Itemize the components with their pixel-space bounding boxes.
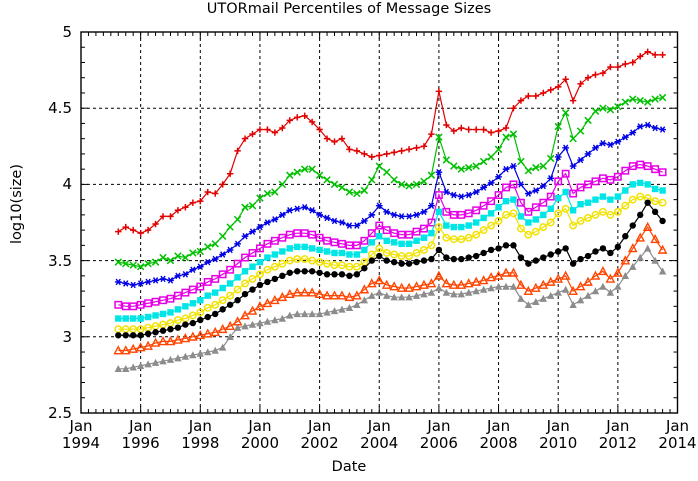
series-black-filled-circle: [115, 199, 666, 339]
series-cyan-filled-square: [115, 179, 666, 322]
x-tick-month: Jan: [427, 417, 451, 435]
axis-ticks: [80, 31, 678, 414]
x-tick-label: Jan 1996: [109, 418, 173, 452]
x-tick-month: Jan: [546, 417, 570, 435]
x-tick-month: Jan: [606, 417, 630, 435]
x-tick-label: Jan 2006: [407, 418, 471, 452]
x-tick-year: 2014: [658, 434, 697, 452]
x-tick-month: Jan: [486, 417, 511, 435]
x-tick-month: Jan: [69, 417, 93, 435]
series-red-plus: [115, 48, 666, 237]
series-gray-filled-triangle: [114, 244, 667, 373]
x-tick-month: Jan: [188, 417, 212, 435]
x-tick-year: 1994: [61, 434, 101, 452]
x-tick-label: Jan 1998: [168, 418, 232, 452]
x-tick-month: Jan: [665, 417, 690, 435]
series-blue-star: [114, 121, 666, 289]
x-tick-label: Jan 1994: [49, 418, 113, 452]
x-tick-label: Jan 2012: [586, 418, 650, 452]
x-tick-year: 2000: [240, 434, 280, 452]
x-tick-year: 2004: [360, 434, 399, 452]
x-tick-year: 1996: [121, 434, 160, 452]
x-tick-year: 2006: [419, 434, 458, 452]
chart-title: UTORmail Percentiles of Message Sizes: [206, 1, 492, 17]
x-tick-label: Jan 2004: [347, 418, 411, 452]
x-tick-year: 2012: [598, 434, 637, 452]
series-orange-open-triangle: [113, 221, 668, 355]
x-tick-label: Jan 2008: [467, 418, 531, 452]
x-tick-label: Jan 2002: [288, 418, 352, 452]
x-tick-year: 2008: [479, 434, 518, 452]
series-magenta-open-square: [114, 160, 667, 311]
x-tick-label: Jan 2000: [228, 418, 292, 452]
x-tick-month: Jan: [248, 417, 272, 435]
x-tick-year: 2010: [539, 434, 578, 452]
y-tick-label: 4.5: [48, 99, 72, 118]
data-series-layer: [113, 48, 668, 373]
y-tick-label: 5: [62, 23, 72, 41]
y-tick-label: 2.5: [48, 404, 72, 422]
x-tick-year: 1998: [181, 434, 220, 452]
x-axis-label: Date: [331, 459, 367, 475]
x-tick-month: Jan: [129, 417, 153, 435]
x-tick-year: 2002: [300, 434, 339, 452]
series-green-cross: [114, 93, 667, 271]
series-yellow-open-circle: [114, 192, 667, 334]
x-tick-month: Jan: [367, 417, 391, 435]
y-tick-label: 4: [62, 175, 72, 194]
x-tick-label: Jan 2010: [526, 418, 590, 452]
y-tick-label: 3.5: [48, 251, 72, 270]
x-tick-label: Jan 2014: [646, 418, 698, 452]
x-tick-month: Jan: [308, 417, 332, 435]
y-tick-label: 3: [62, 327, 72, 346]
